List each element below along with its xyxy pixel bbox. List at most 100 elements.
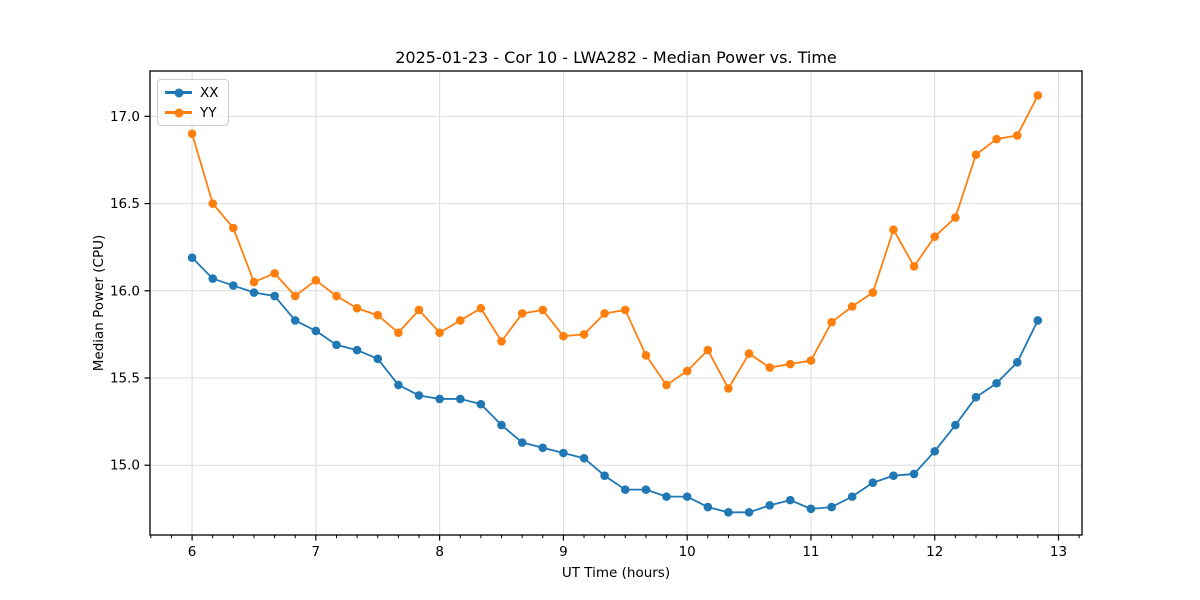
data-point-yy — [703, 345, 713, 355]
y-tick-label: 16.5 — [110, 196, 140, 212]
data-point-yy — [909, 262, 919, 271]
data-point-xx — [497, 420, 506, 430]
data-point-yy — [352, 303, 362, 313]
data-point-yy — [373, 310, 383, 320]
data-point-yy — [1033, 91, 1043, 100]
data-point-yy — [497, 337, 506, 346]
series-xx — [187, 253, 1043, 517]
data-point-xx — [930, 446, 940, 456]
data-point-xx — [559, 448, 568, 458]
data-point-yy — [682, 366, 692, 376]
grid-lines — [150, 71, 1082, 535]
data-point-yy — [435, 328, 444, 337]
data-point-xx — [600, 471, 609, 480]
data-point-yy — [187, 129, 197, 139]
data-point-yy — [249, 277, 259, 287]
data-point-xx — [187, 253, 197, 262]
data-point-xx — [827, 502, 836, 512]
series-yy-line — [191, 94, 1039, 390]
data-point-xx — [682, 492, 692, 501]
data-point-xx — [847, 492, 857, 501]
data-point-xx — [517, 438, 527, 447]
data-point-yy — [889, 225, 898, 235]
data-point-yy — [744, 349, 754, 358]
data-point-xx — [662, 492, 671, 501]
y-tick-label: 16.0 — [110, 283, 140, 299]
plot-border — [149, 70, 1083, 536]
data-point-yy — [208, 199, 218, 208]
data-point-yy — [868, 288, 878, 297]
data-point-xx — [641, 485, 651, 494]
data-point-yy — [270, 269, 279, 278]
data-point-xx — [992, 378, 1001, 388]
data-point-xx — [455, 394, 465, 404]
x-tick-label: 8 — [435, 544, 444, 560]
data-point-yy — [517, 309, 527, 318]
data-point-yy — [641, 351, 651, 360]
x-tick-label: 12 — [926, 544, 943, 560]
data-point-yy — [765, 363, 775, 372]
data-point-yy — [847, 302, 857, 311]
data-point-xx — [1033, 316, 1043, 325]
data-point-yy — [930, 232, 940, 242]
legend-entry-yy: YY — [165, 104, 219, 121]
x-minor-ticks — [150, 535, 1080, 539]
data-point-yy — [476, 303, 486, 313]
data-point-yy — [394, 328, 403, 337]
data-point-xx — [270, 291, 279, 301]
data-point-xx — [620, 485, 630, 494]
data-point-xx — [290, 316, 300, 325]
data-point-xx — [352, 345, 362, 355]
legend: XX YY — [157, 79, 229, 126]
data-point-xx — [249, 288, 259, 297]
data-point-yy — [290, 291, 300, 301]
data-point-yy — [579, 330, 589, 339]
legend-label: YY — [200, 104, 217, 121]
x-tick-label: 6 — [188, 544, 197, 560]
x-tick-label: 11 — [802, 544, 819, 560]
y-axis-label: Median Power (CPU) — [91, 234, 107, 372]
legend-marker-icon — [174, 88, 183, 97]
data-point-xx — [806, 504, 816, 514]
data-point-xx — [724, 508, 733, 517]
data-point-yy — [414, 305, 424, 315]
chart-title: 2025-01-23 - Cor 10 - LWA282 - Median Po… — [395, 48, 837, 67]
data-point-xx — [744, 508, 754, 517]
data-point-yy — [827, 317, 836, 327]
data-point-xx — [703, 502, 713, 512]
data-point-yy — [311, 276, 321, 285]
data-point-xx — [332, 340, 341, 350]
legend-label: XX — [200, 84, 219, 101]
data-point-xx — [889, 471, 898, 480]
legend-entry-xx: XX — [165, 84, 219, 101]
data-point-xx — [951, 420, 960, 430]
data-point-yy — [228, 223, 238, 233]
data-point-yy — [785, 359, 795, 369]
series-yy — [187, 91, 1043, 393]
data-point-xx — [579, 453, 589, 463]
data-point-yy — [600, 309, 609, 318]
data-point-xx — [538, 443, 548, 453]
x-axis-label: UT Time (hours) — [561, 565, 671, 581]
data-point-yy — [724, 384, 733, 393]
y-tick-label: 17.0 — [110, 109, 140, 125]
y-tick-label: 15.0 — [110, 458, 140, 474]
legend-line-sample-icon — [165, 108, 192, 117]
x-tick-label: 7 — [312, 544, 321, 560]
data-point-xx — [208, 274, 218, 283]
y-axis-ticks: 15.0 15.5 16.0 16.5 17.0 — [110, 109, 150, 474]
data-point-yy — [806, 356, 816, 365]
data-point-yy — [538, 305, 548, 315]
x-axis-ticks: 6 7 8 9 10 11 12 13 — [188, 535, 1067, 560]
data-point-xx — [373, 354, 383, 364]
data-point-yy — [1012, 131, 1022, 140]
data-point-xx — [311, 326, 321, 336]
data-point-yy — [971, 150, 981, 160]
data-point-xx — [414, 391, 424, 400]
legend-marker-icon — [174, 108, 183, 117]
data-point-xx — [868, 478, 878, 487]
legend-line-sample-icon — [165, 88, 192, 97]
x-tick-label: 13 — [1050, 544, 1067, 560]
